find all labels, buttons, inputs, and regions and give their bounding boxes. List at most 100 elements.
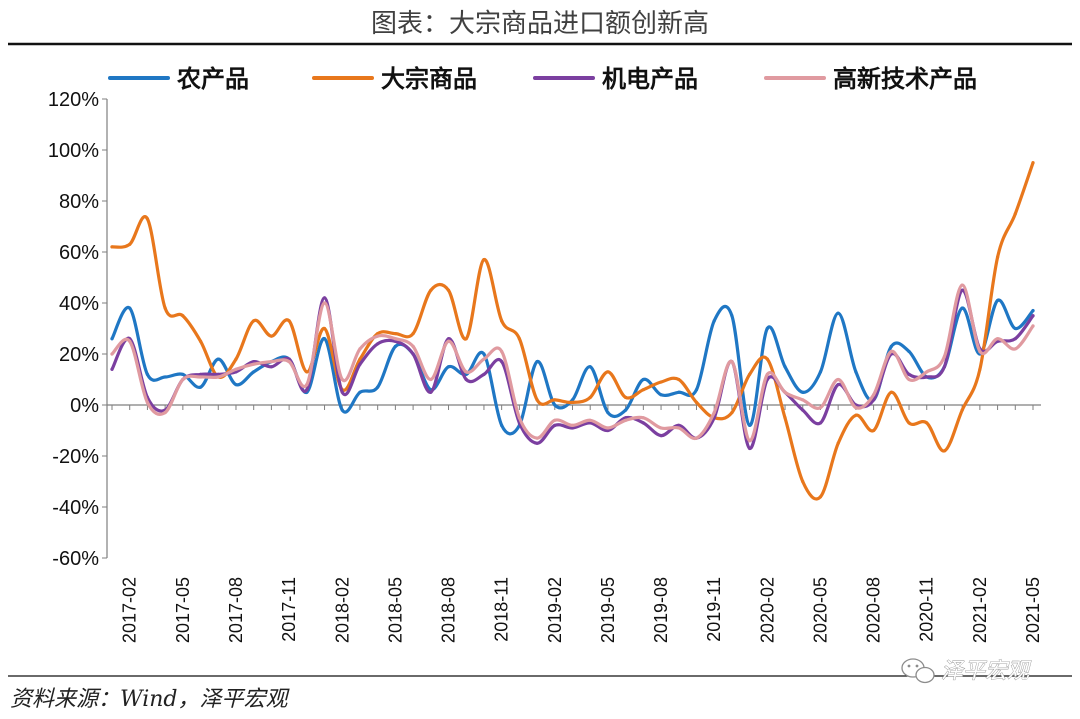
y-axis: -60% -40% -20% 0% 20% 40% 60% 80% 100% 120% [48,89,108,570]
data-point-mech-elec [907,372,911,376]
x-tick-label: 2019-02 [545,577,565,643]
data-point-mech-elec [464,377,468,382]
data-point-agri [322,337,327,341]
x-tick-label: 2021-05 [1023,577,1043,643]
data-point-mech-elec [340,390,344,394]
data-point-bulk [818,495,823,499]
data-point-bulk [446,288,451,292]
data-point-mech-elec [446,337,451,341]
data-point-agri [1031,309,1035,313]
data-point-agri [340,408,344,412]
data-point-agri [995,298,1000,303]
legend-label: 大宗商品 [381,65,477,93]
y-tick-label: 120% [48,89,99,111]
data-point-agri [641,377,645,382]
data-point-high-tech [482,357,486,361]
data-point-high-tech [783,390,787,394]
data-point-high-tech [411,344,415,348]
x-tick-label: 2019-05 [598,577,618,643]
chart-title: 图表：大宗商品进口额创新高 [371,9,709,39]
data-point-bulk [588,395,592,399]
data-point-high-tech [464,370,468,374]
data-point-agri [606,411,610,415]
x-tick-label: 2019-08 [651,577,671,643]
data-point-high-tech [340,377,344,382]
data-point-high-tech [978,349,982,354]
data-point-agri [553,403,557,407]
data-point-agri [854,370,858,374]
data-point-mech-elec [500,360,504,364]
data-point-high-tech [570,423,575,427]
data-point-bulk [322,326,327,331]
data-point-high-tech [907,377,911,382]
data-point-bulk [871,428,876,433]
data-point-high-tech [606,426,610,430]
data-point-agri [446,365,451,369]
data-point-bulk [234,357,238,361]
legend-item-high-tech: 高新技术产品 [764,65,977,93]
data-point-mech-elec [376,342,380,346]
data-point-bulk [960,408,964,412]
data-point-bulk [765,357,769,361]
data-point-bulk [624,395,628,399]
data-point-agri [482,352,486,356]
wechat-icon [901,658,935,684]
data-point-bulk [677,377,681,382]
x-tick-label: 2018-08 [439,577,459,643]
y-tick-label: 40% [59,293,99,315]
data-point-mech-elec [588,421,592,425]
data-point-agri [376,385,380,389]
x-tick-label: 2021-02 [970,577,990,643]
data-point-high-tech [659,426,663,430]
data-point-mech-elec [960,288,964,292]
data-point-high-tech [393,337,397,341]
data-point-bulk [748,372,752,376]
data-point-bulk [889,390,893,394]
legend-item-bulk: 大宗商品 [312,65,477,93]
plot-area [110,161,1035,501]
data-point-high-tech [765,372,769,376]
data-point-high-tech [694,436,699,440]
data-point-high-tech [748,439,752,443]
data-point-mech-elec [1013,337,1017,341]
data-point-high-tech [358,347,362,351]
x-axis: 2017-02 2017-05 2017-08 2017-11 2018-02 2018-… [107,404,1043,643]
data-point-agri [234,383,238,387]
data-point-agri [128,306,132,310]
series-line-agri [110,298,1035,436]
data-point-high-tech [801,398,805,402]
data-point-high-tech [305,383,309,387]
data-point-high-tech [1031,324,1035,328]
data-point-mech-elec [198,372,203,376]
data-point-high-tech [234,367,238,371]
data-point-bulk [801,479,805,484]
data-point-bulk [783,416,787,420]
data-point-agri [677,390,681,394]
y-tick-label: 80% [59,191,99,213]
data-point-mech-elec [305,388,309,392]
data-point-high-tech [145,400,150,405]
y-tick-label: 60% [59,242,99,264]
data-point-high-tech [889,349,893,354]
legend-label: 高新技术产品 [833,65,977,93]
data-point-mech-elec [942,365,947,369]
y-tick-label: 20% [59,344,99,366]
data-point-high-tech [500,349,504,354]
legend-label: 农产品 [176,65,249,93]
x-tick-label: 2020-05 [810,577,830,643]
data-point-bulk [482,258,486,262]
data-point-high-tech [712,411,716,415]
data-point-bulk [429,288,433,292]
x-tick-label: 2017-11 [279,577,299,642]
data-point-agri [889,344,893,348]
data-point-mech-elec [110,367,114,371]
data-point-bulk [500,319,504,323]
legend-item-mech-elec: 机电产品 [533,65,698,93]
data-point-bulk [145,217,150,221]
data-point-agri [624,408,628,412]
data-point-high-tech [553,418,557,422]
data-point-bulk [1013,212,1017,216]
data-point-high-tech [446,339,451,343]
data-point-bulk [411,332,415,336]
